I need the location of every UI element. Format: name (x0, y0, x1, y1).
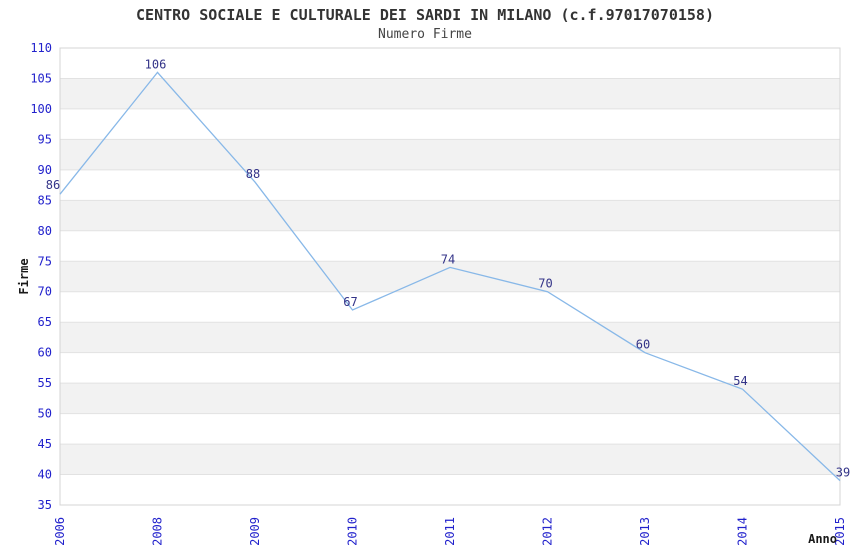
x-tick-label: 2009 (248, 517, 262, 546)
data-line (59, 71, 841, 482)
y-tick-label: 95 (38, 132, 52, 146)
data-label: 106 (145, 57, 167, 71)
x-tick-label: 2015 (833, 517, 847, 546)
y-tick-label: 110 (30, 41, 52, 55)
data-label: 70 (538, 277, 552, 291)
y-tick-label: 70 (38, 285, 52, 299)
x-tick-label: 2008 (151, 517, 165, 546)
x-tick-label: 2013 (638, 517, 652, 546)
grid-band (60, 444, 840, 475)
y-tick-label: 90 (38, 163, 52, 177)
y-tick-label: 50 (38, 407, 52, 421)
x-tick-label: 2011 (443, 517, 457, 546)
data-label: 74 (441, 252, 455, 266)
y-tick-label: 105 (30, 72, 52, 86)
y-tick-label: 45 (38, 437, 52, 451)
data-label: 60 (636, 338, 650, 352)
grid-band (60, 78, 840, 109)
grid-band (60, 200, 840, 231)
y-tick-label: 85 (38, 193, 52, 207)
chart-title: CENTRO SOCIALE E CULTURALE DEI SARDI IN … (136, 6, 714, 24)
data-label: 86 (46, 178, 60, 192)
y-tick-label: 60 (38, 346, 52, 360)
grid-band (60, 383, 840, 414)
x-axis-title: Anno (808, 532, 837, 546)
grid-band (60, 139, 840, 170)
plot-frame (59, 47, 841, 506)
y-tick-label: 40 (38, 468, 52, 482)
chart-subtitle: Numero Firme (378, 27, 472, 42)
y-tick-label: 65 (38, 315, 52, 329)
data-label: 67 (343, 295, 357, 309)
x-tick-label: 2014 (736, 517, 750, 546)
y-tick-label: 55 (38, 376, 52, 390)
grid-band (60, 322, 840, 353)
y-tick-label: 100 (30, 102, 52, 116)
data-label: 39 (836, 466, 850, 480)
x-tick-label: 2012 (541, 517, 555, 546)
data-label: 88 (246, 167, 260, 181)
y-tick-label: 75 (38, 254, 52, 268)
x-tick-label: 2010 (346, 517, 360, 546)
data-label: 54 (733, 374, 747, 388)
y-tick-label: 80 (38, 224, 52, 238)
y-axis-title: Firme (17, 258, 31, 294)
y-tick-label: 35 (38, 498, 52, 512)
x-tick-label: 2006 (53, 517, 67, 546)
grid-band (60, 261, 840, 292)
